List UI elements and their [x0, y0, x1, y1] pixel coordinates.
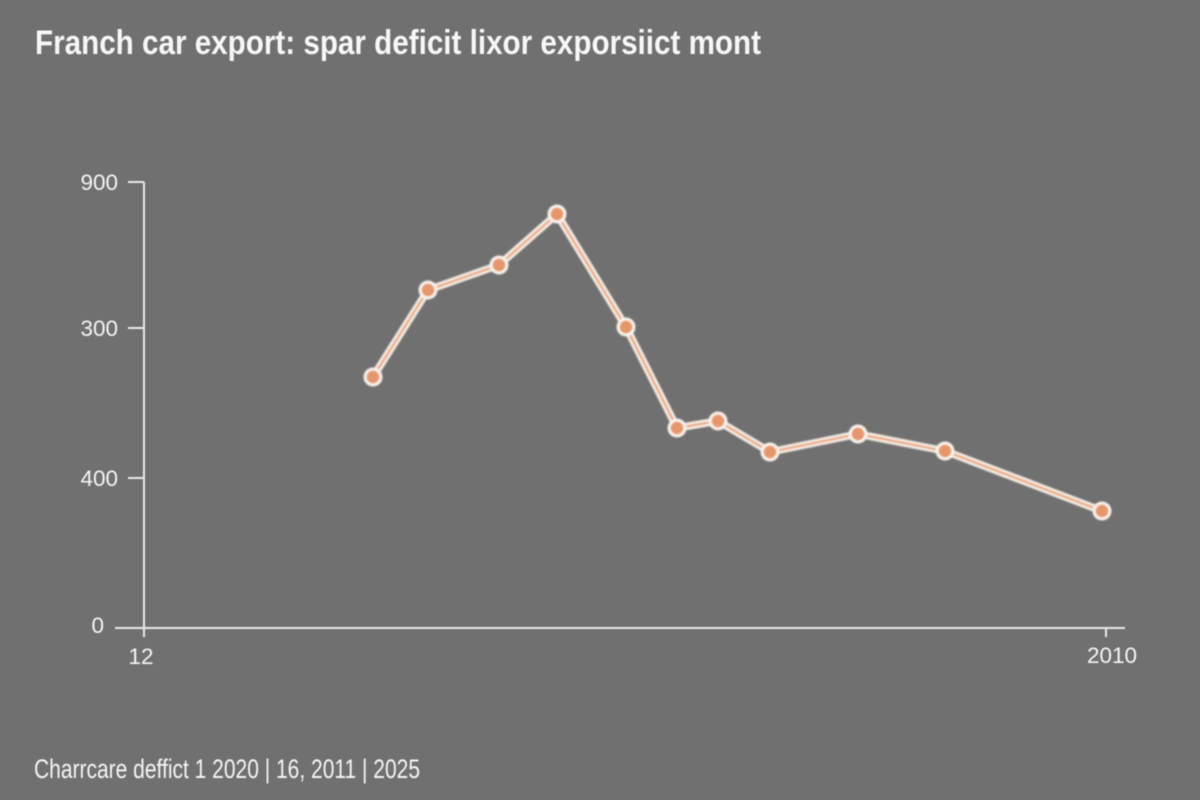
svg-text:300: 300 [80, 316, 118, 341]
svg-text:Charrcare deffict 1 2020 | 16,: Charrcare deffict 1 2020 | 16, 2011 | 20… [34, 754, 420, 784]
svg-text:400: 400 [80, 466, 118, 491]
svg-text:0: 0 [91, 613, 104, 638]
svg-text:2010: 2010 [1087, 643, 1137, 668]
svg-text:900: 900 [80, 170, 118, 195]
svg-text:12: 12 [128, 644, 153, 669]
svg-text:Franch car export: spar defici: Franch car export: spar deficit lixor ex… [35, 24, 761, 62]
